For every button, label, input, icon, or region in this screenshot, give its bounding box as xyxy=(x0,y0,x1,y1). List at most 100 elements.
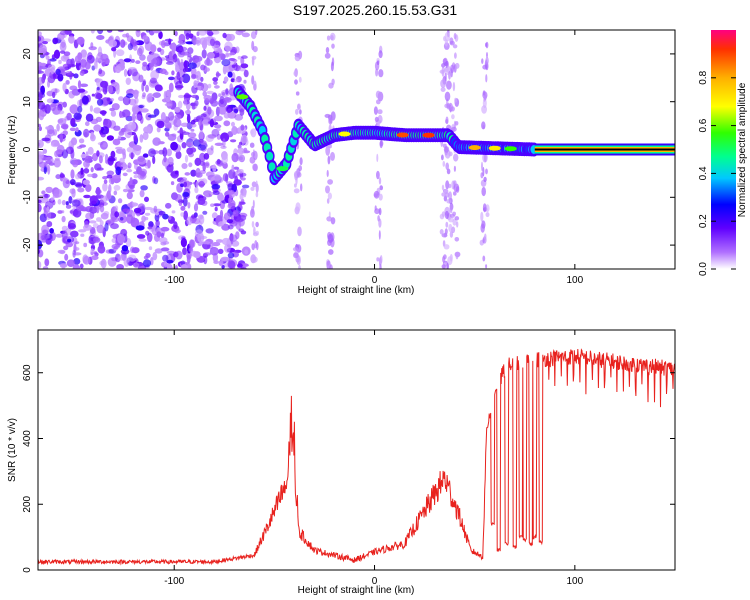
noise-speckle xyxy=(45,159,53,165)
streak-speckle xyxy=(327,233,334,243)
noise-speckle xyxy=(239,192,244,201)
noise-speckle xyxy=(188,239,195,249)
snr-x-axis-label: Height of straight line (km) xyxy=(298,585,415,596)
noise-speckle xyxy=(165,202,172,209)
noise-speckle xyxy=(127,189,135,193)
noise-speckle xyxy=(233,166,240,170)
noise-speckle xyxy=(240,63,249,69)
noise-speckle xyxy=(195,115,204,123)
noise-speckle xyxy=(182,197,188,207)
snr-x-tick-label: 0 xyxy=(372,576,378,587)
spectrogram-heat-layer xyxy=(38,30,675,269)
noise-speckle xyxy=(53,142,61,147)
noise-speckle xyxy=(174,194,183,202)
noise-speckle xyxy=(150,70,160,80)
noise-speckle xyxy=(156,126,161,133)
noise-speckle xyxy=(55,233,64,238)
noise-speckle xyxy=(91,200,97,205)
noise-speckle xyxy=(241,184,250,189)
noise-speckle xyxy=(213,80,218,85)
noise-speckle xyxy=(174,170,179,175)
streak-speckle xyxy=(482,90,486,96)
noise-speckle xyxy=(212,164,217,173)
noise-speckle xyxy=(69,85,78,91)
noise-speckle xyxy=(193,251,201,259)
noise-speckle xyxy=(160,232,165,238)
noise-speckle xyxy=(152,155,156,165)
streak-speckle xyxy=(251,181,257,188)
streak-speckle xyxy=(255,221,259,228)
streak-speckle xyxy=(295,91,300,96)
noise-speckle xyxy=(162,213,169,220)
streak-speckle xyxy=(251,152,255,157)
noise-speckle xyxy=(38,91,43,101)
streak-speckle xyxy=(326,198,330,204)
spectrogram-y-tick-label: 0 xyxy=(22,146,33,152)
noise-speckle xyxy=(214,85,220,89)
noise-speckle xyxy=(229,52,236,56)
noise-speckle xyxy=(59,133,64,143)
noise-speckle xyxy=(96,224,105,234)
noise-speckle xyxy=(127,254,137,262)
noise-speckle xyxy=(45,210,52,220)
streak-speckle xyxy=(454,52,457,59)
noise-speckle xyxy=(227,260,236,269)
noise-speckle xyxy=(192,35,197,46)
noise-speckle xyxy=(120,164,127,168)
streak-speckle xyxy=(482,255,486,262)
noise-speckle xyxy=(43,193,50,198)
noise-speckle xyxy=(56,123,60,132)
noise-speckle xyxy=(91,65,96,71)
noise-speckle xyxy=(216,158,221,165)
noise-speckle xyxy=(54,157,60,161)
noise-speckle xyxy=(131,112,136,123)
noise-speckle xyxy=(74,182,83,187)
noise-speckle xyxy=(185,41,195,45)
snr-y-tick-label: 0 xyxy=(22,567,33,573)
noise-speckle xyxy=(147,226,153,230)
noise-speckle xyxy=(182,247,187,256)
noise-speckle xyxy=(243,188,247,198)
streak-speckle xyxy=(294,54,301,62)
noise-speckle xyxy=(122,172,128,177)
streak-speckle xyxy=(453,183,460,192)
noise-speckle xyxy=(49,228,54,234)
noise-speckle xyxy=(140,185,148,191)
streak-speckle xyxy=(448,70,451,80)
streak-speckle xyxy=(328,211,331,218)
noise-speckle xyxy=(90,30,95,34)
noise-speckle xyxy=(62,130,68,136)
noise-speckle xyxy=(148,246,153,251)
noise-speckle xyxy=(123,68,128,77)
noise-speckle xyxy=(135,225,145,231)
noise-speckle xyxy=(62,101,67,108)
noise-speckle xyxy=(164,121,172,129)
noise-speckle xyxy=(95,186,101,196)
noise-speckle xyxy=(175,250,183,260)
noise-speckle xyxy=(190,119,196,125)
spectrogram-x-tick-label: 100 xyxy=(566,275,583,286)
noise-speckle xyxy=(164,103,172,107)
noise-speckle xyxy=(124,128,133,139)
noise-speckle xyxy=(190,102,196,107)
noise-speckle xyxy=(161,40,166,48)
noise-speckle xyxy=(126,168,133,173)
noise-speckle xyxy=(73,73,79,79)
noise-speckle xyxy=(149,77,158,84)
ridge-hotspot xyxy=(422,132,435,138)
colorbar-tick-label: 0.6 xyxy=(698,118,709,132)
noise-speckle xyxy=(203,153,210,160)
streak-speckle xyxy=(327,179,333,185)
streak-speckle xyxy=(442,255,446,263)
noise-speckle xyxy=(204,58,213,66)
noise-speckle xyxy=(118,255,125,261)
noise-speckle xyxy=(173,221,178,230)
noise-speckle xyxy=(171,210,176,214)
noise-speckle xyxy=(93,237,101,243)
noise-speckle xyxy=(233,78,239,83)
noise-speckle xyxy=(68,196,73,204)
noise-speckle xyxy=(241,32,250,38)
noise-speckle xyxy=(111,243,120,250)
streak-speckle xyxy=(299,157,303,166)
noise-speckle xyxy=(227,183,234,191)
